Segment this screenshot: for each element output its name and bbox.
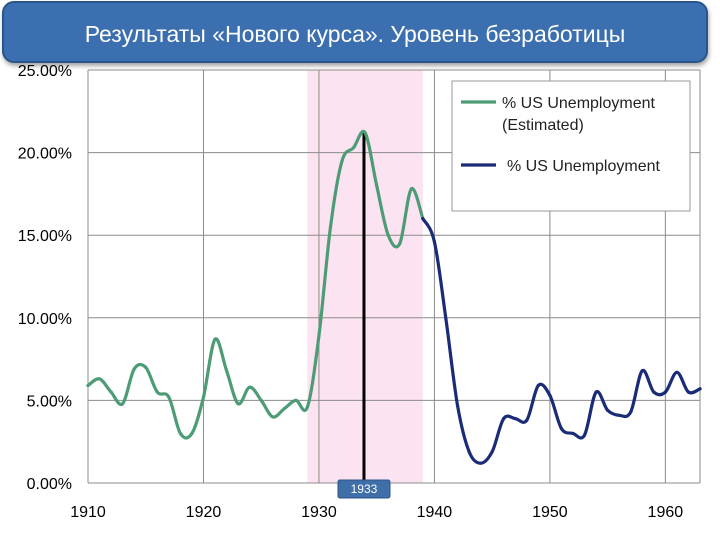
data-point	[201, 395, 206, 399]
data-point	[248, 385, 252, 389]
data-point	[259, 398, 263, 402]
chart-legend: % US Unemployment (Estimated) % US Unemplo…	[451, 80, 691, 212]
data-point	[224, 369, 229, 373]
data-point	[582, 433, 587, 437]
data-point	[363, 131, 367, 135]
y-tick-label: 5.00%	[27, 393, 72, 410]
data-point	[213, 337, 217, 341]
y-tick-label: 15.00%	[18, 228, 72, 245]
data-point	[167, 395, 171, 399]
series-layer	[86, 129, 702, 465]
y-axis-tick-labels: 0.00% 5.00% 10.00% 15.00% 20.00% 25.00%	[18, 63, 72, 493]
data-point	[571, 431, 575, 436]
data-point	[525, 418, 529, 422]
x-tick-label: 1950	[532, 504, 568, 521]
data-point	[386, 233, 390, 237]
legend-label: % US Unemployment	[507, 158, 661, 175]
slide-title: Результаты «Нового курса». Уровень безра…	[2, 1, 708, 63]
data-point	[97, 377, 102, 381]
y-tick-label: 25.00%	[18, 63, 72, 80]
legend-label: % US Unemployment	[502, 95, 656, 112]
data-point	[398, 241, 402, 246]
data-point	[606, 408, 610, 412]
data-point	[479, 461, 483, 465]
data-point	[444, 317, 448, 322]
x-tick-label: 1940	[417, 504, 453, 521]
data-point	[351, 146, 356, 150]
data-point	[686, 390, 691, 394]
data-point	[178, 431, 182, 436]
data-point	[652, 390, 656, 394]
data-point	[502, 416, 506, 421]
data-point	[432, 240, 437, 244]
x-tick-label: 1920	[186, 504, 222, 521]
y-tick-label: 10.00%	[18, 311, 72, 328]
data-point	[132, 367, 136, 371]
legend-label: (Estimated)	[502, 117, 584, 134]
data-point	[548, 393, 552, 398]
data-point	[340, 159, 344, 163]
data-point	[375, 184, 379, 188]
x-axis-tick-labels: 1910 1920 1930 1940 1950 1960	[70, 504, 683, 521]
data-point	[294, 398, 298, 402]
data-point	[513, 416, 517, 421]
data-point	[121, 402, 125, 406]
data-point	[663, 390, 667, 394]
data-point	[594, 390, 598, 394]
data-point	[86, 383, 90, 388]
y-tick-label: 20.00%	[18, 146, 72, 163]
y-tick-label: 0.00%	[27, 476, 72, 493]
data-point	[144, 365, 148, 369]
data-point	[409, 187, 413, 191]
data-point	[675, 370, 679, 374]
x-tick-label: 1930	[301, 504, 337, 521]
data-point	[640, 369, 644, 373]
data-point	[559, 426, 564, 431]
x-tick-label: 1960	[648, 504, 684, 521]
data-point	[271, 415, 275, 419]
data-point	[490, 450, 494, 454]
data-point	[455, 403, 460, 407]
year-1933-marker-label: 1933	[337, 479, 391, 499]
data-point	[467, 450, 471, 454]
data-point	[109, 390, 113, 394]
data-point	[421, 217, 425, 221]
data-point	[698, 387, 702, 391]
data-point	[328, 225, 333, 229]
data-point	[190, 431, 194, 436]
data-point	[305, 405, 309, 409]
marker-label-text: 1933	[351, 482, 378, 496]
data-point	[536, 383, 540, 388]
data-point	[155, 390, 159, 394]
data-point	[629, 410, 633, 414]
data-point	[317, 334, 321, 338]
data-point	[236, 402, 240, 406]
x-tick-label: 1910	[70, 504, 106, 521]
data-point	[282, 407, 286, 411]
data-point	[617, 413, 621, 417]
